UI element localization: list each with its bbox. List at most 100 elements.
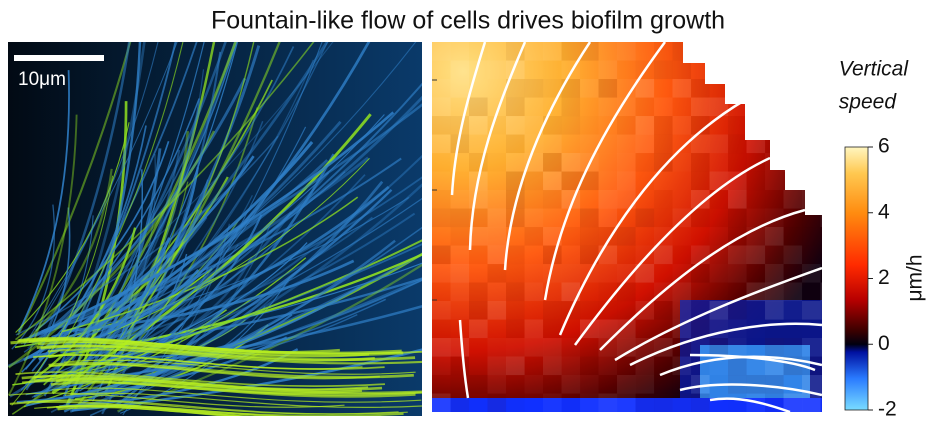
heatmap-cell <box>821 320 840 339</box>
heatmap-cell <box>691 190 710 209</box>
heatmap-cell <box>691 375 710 394</box>
cell-streak <box>101 51 222 415</box>
heatmap-cell <box>672 60 692 80</box>
heatmap-cell <box>802 190 821 209</box>
cell-streak <box>18 336 340 354</box>
colorbar-title: Vertical <box>839 58 910 81</box>
heatmap-cell <box>673 98 692 117</box>
heatmap-cell <box>728 301 747 320</box>
heatmap-cell <box>525 301 544 320</box>
heatmap-cell <box>709 97 729 117</box>
heatmap-cell <box>728 245 747 265</box>
heatmap-cell <box>561 227 581 246</box>
heatmap-cell <box>617 319 636 339</box>
heatmap-cell <box>524 338 544 357</box>
heatmap-cell <box>673 190 692 209</box>
heatmap-cell <box>710 227 729 246</box>
heatmap-cell <box>784 42 803 61</box>
heatmap-cell <box>802 375 821 394</box>
heatmap-cell <box>672 356 692 376</box>
heatmap-cell <box>728 153 747 172</box>
heatmap-cell <box>580 116 599 135</box>
heatmap-cell <box>488 172 507 191</box>
heatmap-cell <box>672 301 692 320</box>
heatmap-cell <box>709 190 729 209</box>
colorbar-unit: μm/h <box>904 254 927 301</box>
cell-streak <box>38 354 363 370</box>
figure-title: Fountain-like flow of cells drives biofi… <box>211 7 725 35</box>
heatmap-cell <box>728 42 747 61</box>
heatmap-cell <box>691 116 710 135</box>
heatmap-cell <box>450 282 470 302</box>
heatmap-cell <box>561 97 581 117</box>
cell-streak <box>23 148 190 353</box>
heatmap-cell <box>617 356 636 376</box>
heatmap-cell <box>728 190 747 209</box>
heatmap-cell <box>728 79 747 98</box>
heatmap-cell <box>598 227 618 246</box>
heatmap-cell <box>598 319 618 339</box>
heatmap-cell <box>432 172 451 191</box>
heatmap-cell <box>728 116 747 135</box>
heatmap-cell <box>691 393 710 412</box>
heatmap-cell <box>654 60 673 80</box>
heatmap-cell <box>432 227 451 246</box>
cell-streak <box>60 259 355 333</box>
heatmap-cell <box>765 320 784 339</box>
heatmap-cell <box>802 171 821 191</box>
cell-streak <box>11 175 114 406</box>
cell-streak <box>116 256 253 363</box>
heatmap-cell <box>635 134 655 154</box>
heatmap-cell <box>728 171 747 191</box>
heatmap-cell <box>820 301 822 320</box>
heatmap-cell <box>506 338 525 357</box>
heatmap-cell <box>432 301 451 320</box>
heatmap-cell <box>654 79 673 98</box>
heatmap-cell <box>599 42 618 61</box>
heatmap-cell <box>691 319 710 339</box>
scale-bar-label: 10μm <box>18 69 66 90</box>
colorbar <box>844 146 869 411</box>
heatmap-cell <box>617 264 636 283</box>
heatmap-cell <box>617 116 636 135</box>
heatmap-cell <box>635 393 655 412</box>
heatmap-cell <box>432 61 451 80</box>
scale-bar <box>14 55 104 61</box>
heatmap-cell <box>543 61 562 80</box>
heatmap-cell <box>432 134 451 154</box>
colorbar-tick-label: -2 <box>878 398 897 421</box>
heatmap-cell <box>654 356 673 376</box>
heatmap-cell <box>598 60 618 80</box>
heatmap-cell <box>506 79 525 98</box>
heatmap-cell <box>432 245 451 265</box>
heatmap-cell <box>802 227 821 246</box>
heatmap-cell <box>765 79 784 98</box>
heatmap-cell <box>469 227 488 246</box>
heatmap-cell <box>487 375 507 394</box>
colorbar-tick-label: 6 <box>878 135 890 158</box>
cell-streak <box>21 379 422 396</box>
heatmap-cell <box>450 338 470 357</box>
heatmap-cell <box>487 227 507 246</box>
heatmap-cell <box>672 42 692 61</box>
heatmap-cell <box>765 301 784 320</box>
heatmap-cell <box>765 375 784 394</box>
heatmap-cell <box>636 246 655 265</box>
cell-streak <box>105 42 371 366</box>
heatmap-cell <box>765 246 784 265</box>
heatmap-cell <box>598 208 618 228</box>
heatmap-cell <box>432 375 451 394</box>
heatmap-cell <box>617 282 636 302</box>
heatmap-cell <box>765 227 784 246</box>
heatmap-cell <box>654 190 673 209</box>
heatmap-cell <box>820 153 822 172</box>
heatmap-cell <box>580 245 599 265</box>
cell-streak <box>126 42 255 334</box>
colorbar-ticks: 6 4 2 0 -2 <box>868 135 897 421</box>
heatmap-cell <box>506 319 525 339</box>
heatmap-cell <box>728 282 747 302</box>
heatmap-cell <box>561 79 581 98</box>
heatmap-cell <box>525 264 544 283</box>
heatmap-cell <box>636 283 655 302</box>
